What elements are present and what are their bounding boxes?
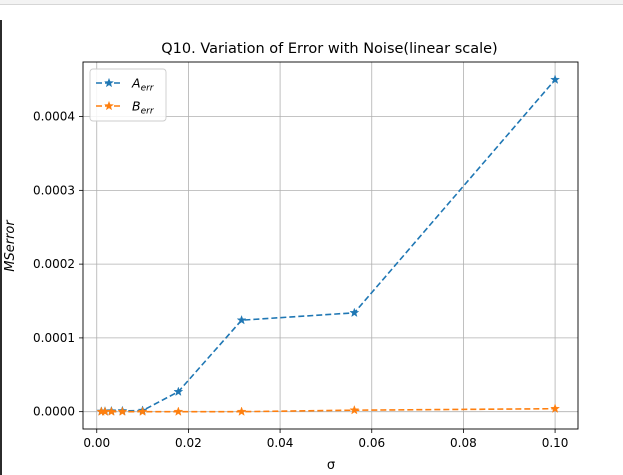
legend-entry-name: A [131, 76, 141, 91]
series-layer [96, 74, 561, 416]
x-tick-label: 0.00 [83, 436, 110, 450]
legend-entry-subscript: err [141, 107, 155, 117]
y-tick-label: 0.0001 [33, 331, 75, 345]
series-point-0 [550, 74, 561, 84]
series-point-1 [349, 405, 360, 415]
x-axis-label: σ [327, 458, 335, 473]
axis-ticks: 0.00 0.02 0.04 0.06 0.08 0.10 0.0000 0.0001 0.00… [33, 110, 568, 450]
y-tick-label: 0.0003 [33, 183, 75, 197]
plot-frame [82, 61, 579, 430]
x-tick-label: 0.08 [450, 436, 477, 450]
legend-entry-subscript: err [141, 84, 155, 94]
series-point-1 [106, 406, 117, 416]
chart-title: Q10. Variation of Error with Noise(linea… [161, 41, 497, 57]
legend-marker [104, 77, 114, 88]
y-tick-label: 0.0002 [33, 257, 75, 271]
x-tick-label: 0.04 [267, 436, 294, 450]
series-point-1 [117, 406, 128, 416]
series-point-0 [349, 307, 360, 318]
y-axis-label: MSerror [3, 219, 18, 272]
series-line-0 [101, 79, 556, 413]
series-point-1 [236, 406, 247, 416]
y-tick-label: 0.0000 [33, 405, 75, 419]
series-point-0 [173, 386, 184, 396]
series-point-1 [137, 406, 148, 416]
series-point-1 [173, 406, 184, 416]
series-line-1 [101, 407, 556, 413]
legend-entry-label: Berr [132, 99, 155, 117]
y-tick-label: 0.0004 [33, 110, 75, 124]
window-top-strip [0, 0, 623, 5]
legend-box [89, 68, 167, 122]
series-point-0 [236, 315, 247, 325]
legend-entry-name: B [132, 99, 141, 114]
legend-entry-label: Aerr [131, 76, 155, 94]
x-tick-label: 0.02 [175, 436, 202, 450]
legend-marker [104, 100, 114, 111]
window-left-edge [0, 20, 2, 475]
x-tick-label: 0.06 [358, 436, 385, 450]
x-tick-label: 0.10 [542, 436, 569, 450]
series-point-1 [550, 403, 561, 413]
